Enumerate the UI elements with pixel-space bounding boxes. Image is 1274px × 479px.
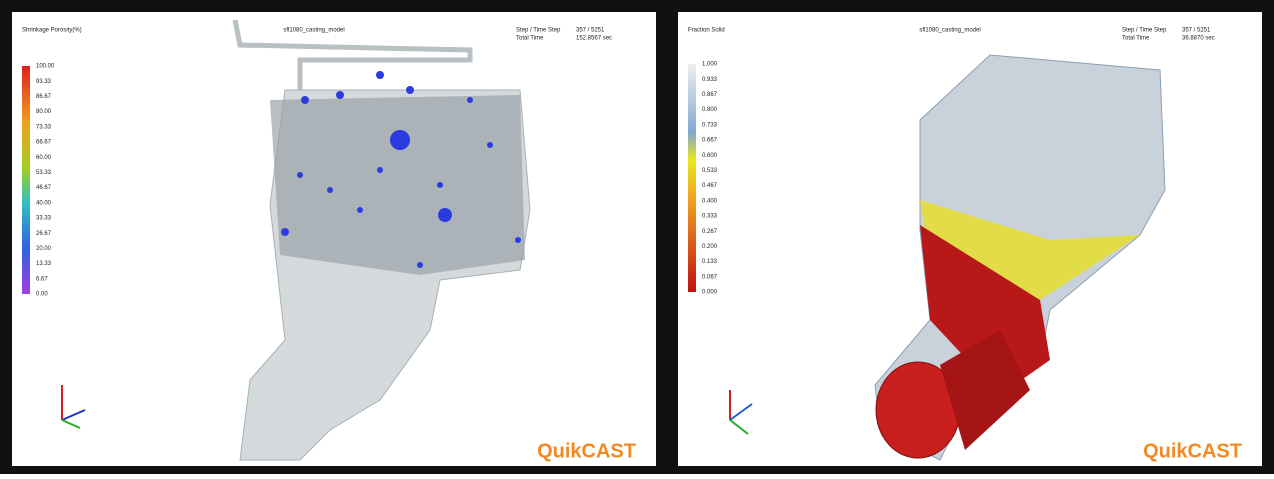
scale-label: 0.467 <box>702 183 718 189</box>
step-value: 357 / 5251 <box>576 28 605 34</box>
model-name: sfl1080_casting_model <box>283 28 344 34</box>
scale-label: 0.867 <box>702 92 718 98</box>
time-value: 36.8870 sec <box>1182 36 1215 42</box>
brand: QuikCAST <box>537 440 636 462</box>
step-label: Step / Time Step <box>1122 28 1167 34</box>
scale-label: 0.000 <box>702 290 718 296</box>
scale-label: 60.00 <box>36 155 52 161</box>
time-label: Total Time <box>516 36 544 42</box>
scale-label: 46.67 <box>36 185 52 191</box>
scale-label: 20.00 <box>36 246 52 252</box>
scale-label: 66.67 <box>36 140 52 146</box>
scale-label: 73.33 <box>36 124 52 130</box>
scale-label: 0.067 <box>702 274 718 280</box>
scale-label: 0.933 <box>702 77 718 83</box>
scale-label: 0.333 <box>702 214 718 220</box>
scale-label: 0.00 <box>36 292 48 298</box>
color-bar <box>688 64 696 292</box>
scale-label: 0.800 <box>702 107 718 113</box>
time-value: 152.8567 sec <box>576 36 612 42</box>
scale-label: 0.267 <box>702 229 718 235</box>
scale-label: 33.33 <box>36 216 52 222</box>
screen: Shrinkage Porosity(%) sfl1080_casting_mod… <box>0 0 1274 474</box>
scale-label: 0.133 <box>702 259 718 265</box>
page: Shrinkage Porosity(%) sfl1080_casting_mod… <box>0 0 1274 474</box>
scale-label: 0.600 <box>702 153 718 159</box>
scale-label: 40.00 <box>36 200 52 206</box>
scale-label: 93.33 <box>36 79 52 85</box>
scale-label: 1.000 <box>702 62 718 68</box>
scale-label: 6.67 <box>36 276 48 282</box>
scale-label: 80.00 <box>36 109 52 115</box>
scale-label: 0.400 <box>702 198 718 204</box>
panel-title: Shrinkage Porosity(%) <box>22 28 82 34</box>
panel-title: Fraction Solid <box>688 28 725 34</box>
model-name: sfl1080_casting_model <box>919 28 980 34</box>
step-value: 357 / 5251 <box>1182 28 1211 34</box>
step-label: Step / Time Step <box>516 28 561 34</box>
time-label: Total Time <box>1122 36 1150 42</box>
color-bar <box>22 66 30 294</box>
scale-label: 86.67 <box>36 94 52 100</box>
scale-label: 0.667 <box>702 138 718 144</box>
scale-label: 0.533 <box>702 168 718 174</box>
scale-label: 13.33 <box>36 261 52 267</box>
scale-label: 0.733 <box>702 122 718 128</box>
scale-label: 53.33 <box>36 170 52 176</box>
scale-label: 0.200 <box>702 244 718 250</box>
scale-label: 26.67 <box>36 231 52 237</box>
brand: QuikCAST <box>1143 440 1242 462</box>
scale-label: 100.00 <box>36 64 55 70</box>
